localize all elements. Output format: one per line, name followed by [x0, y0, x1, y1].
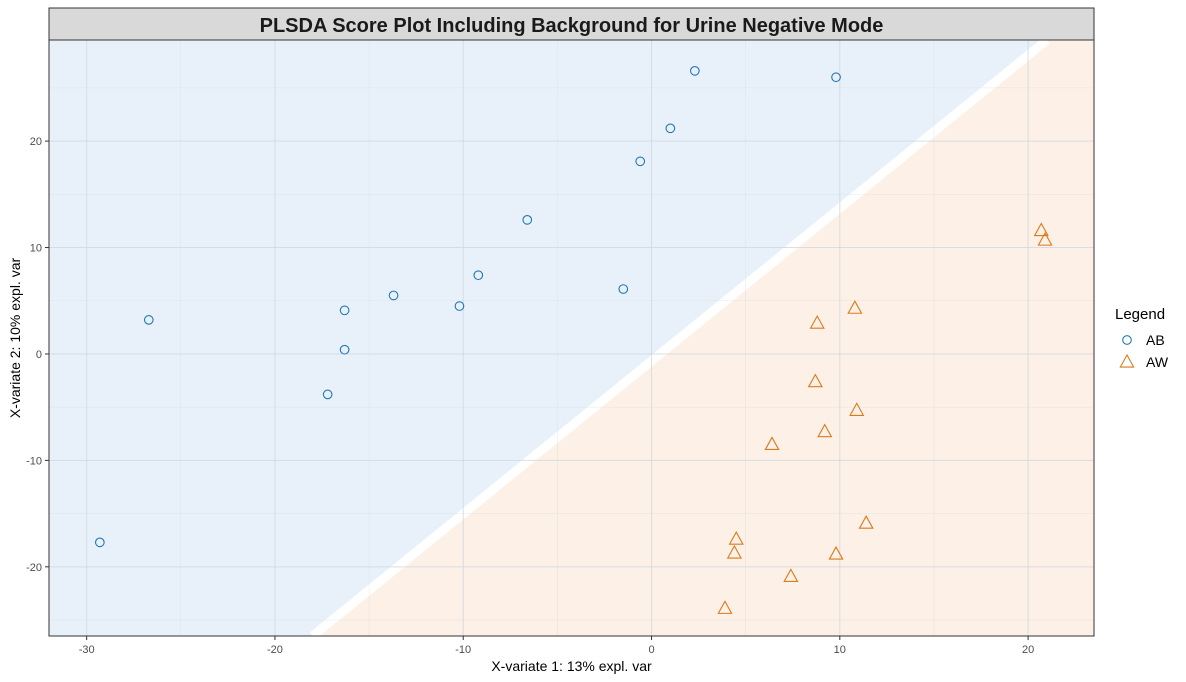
point-ab	[635, 156, 646, 167]
y-tick-label: 0	[36, 349, 42, 361]
x-tick-label: 0	[648, 644, 654, 656]
point-aw	[809, 314, 825, 329]
y-tick-label: 10	[30, 243, 42, 255]
legend-key-ab	[1122, 335, 1132, 345]
legend-items: AB AW	[1119, 332, 1169, 370]
point-aw	[726, 544, 742, 559]
legend-key-aw	[1119, 353, 1135, 368]
point-ab	[522, 215, 533, 225]
x-tick-label: -30	[79, 644, 95, 656]
point-aw	[858, 515, 874, 529]
point-aw	[847, 300, 863, 314]
data-points	[94, 66, 1053, 614]
aw-region-background	[312, 40, 1094, 636]
point-ab	[143, 315, 154, 325]
point-aw	[1037, 231, 1053, 246]
x-tick-label: 20	[1022, 644, 1034, 656]
y-axis-title: X-variate 2: 10% expl. var	[7, 258, 23, 419]
legend-title: Legend	[1115, 306, 1165, 323]
point-aw	[817, 423, 833, 438]
point-ab	[665, 123, 676, 134]
point-ab	[388, 290, 399, 301]
x-tick-label: 10	[834, 644, 846, 656]
point-aw	[728, 531, 744, 545]
x-axis-title: X-variate 1: 13% expl. var	[491, 658, 652, 674]
plot-title: PLSDA Score Plot Including Background fo…	[260, 15, 884, 37]
x-tick-label: -20	[267, 644, 283, 656]
point-aw	[1033, 222, 1049, 237]
plot-area	[48, 7, 1095, 640]
point-ab	[618, 284, 629, 294]
legend: Legend AB AW	[1115, 306, 1169, 370]
point-ab	[831, 72, 841, 83]
y-tick-label: -10	[26, 455, 42, 467]
point-aw	[717, 600, 733, 614]
point-aw	[807, 373, 823, 388]
point-ab	[339, 305, 350, 316]
title-strip: PLSDA Score Plot Including Background fo…	[48, 7, 1095, 41]
point-ab	[454, 301, 465, 311]
legend-label-ab: AB	[1146, 332, 1165, 348]
point-aw	[764, 436, 780, 451]
point-aw	[849, 402, 865, 416]
title-strip-background	[48, 7, 1095, 41]
x-axis-ticks: -30 -20 -10 0 10 20	[79, 636, 1034, 656]
y-tick-label: -20	[26, 562, 42, 574]
point-ab	[94, 537, 105, 548]
point-ab	[689, 66, 700, 76]
decision-boundary	[309, 36, 1050, 640]
point-aw	[828, 545, 844, 560]
point-ab	[339, 344, 350, 355]
y-axis-ticks: -20 -10 0 10 20	[26, 136, 49, 574]
y-tick-label: 20	[30, 136, 42, 148]
x-tick-label: -10	[455, 644, 471, 656]
point-ab	[322, 389, 333, 400]
grid-lines	[49, 40, 1094, 636]
point-aw	[783, 568, 799, 582]
point-ab	[473, 270, 484, 281]
legend-label-aw: AW	[1146, 354, 1169, 370]
